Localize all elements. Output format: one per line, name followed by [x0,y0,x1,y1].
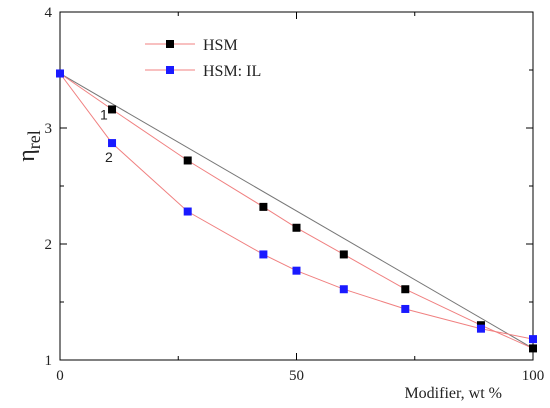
series-group: 12 [56,69,537,353]
x-tick-label: 50 [289,368,304,384]
data-point [339,285,348,294]
data-point [292,223,301,232]
legend-marker [166,40,174,48]
data-point [401,285,410,294]
data-point [529,344,537,353]
y-tick-label: 1 [45,353,53,369]
data-point [259,202,268,211]
data-point [401,304,410,313]
data-point [339,250,348,259]
data-point [56,69,64,78]
reference-line-group [59,73,534,349]
axis-labels: Modifier, wt % ηrel [14,130,502,402]
y-tick-label: 3 [45,121,53,137]
data-point [476,324,485,333]
data-point [529,335,537,344]
data-point [259,250,268,259]
y-axis-label: ηrel [14,130,44,162]
data-point [183,156,192,165]
y-tick-label: 4 [45,5,53,21]
x-tick-label: 0 [56,368,64,384]
y-axis-label-main: η [14,149,40,162]
legend: HSM HSM: IL [145,37,261,80]
data-point [108,105,117,114]
data-point [108,139,117,148]
plot-frame [59,11,534,361]
series-line-2 [59,73,534,340]
curve-label-1: 1 [100,106,108,122]
data-point [292,266,301,275]
x-tick-label: 100 [522,368,545,384]
y-tick-label: 2 [45,237,53,253]
y-axis-label-subscript: rel [24,130,44,149]
x-axis-label: Modifier, wt % [404,385,502,402]
legend-label: HSM [203,37,238,54]
data-point [183,207,192,216]
reference-line [59,73,534,349]
curve-label-2: 2 [105,149,113,165]
legend-marker [166,66,174,74]
legend-label: HSM: IL [203,63,261,80]
